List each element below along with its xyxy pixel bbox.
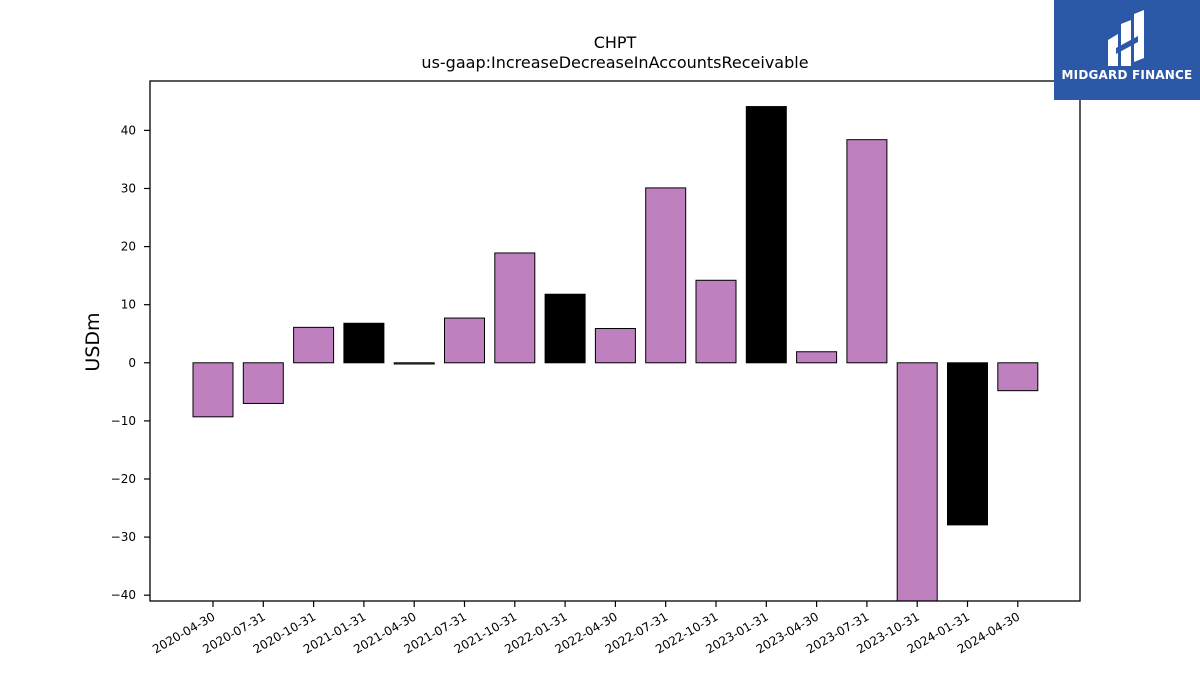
chart-subtitle: us-gaap:IncreaseDecreaseInAccountsReceiv… xyxy=(421,53,808,72)
y-axis: −40 −30 −20 −10 0 10 20 30 40 xyxy=(111,123,150,602)
plot-frame xyxy=(149,80,1081,602)
bar-2020-04-30 xyxy=(192,362,234,418)
bar-2023-07-31 xyxy=(846,139,888,364)
y-tick-label: −40 xyxy=(111,588,136,602)
bar-2023-10-31 xyxy=(896,362,938,602)
midgard-finance-logo: MIDGARD FINANCE xyxy=(1054,0,1200,100)
bar-2023-01-31 xyxy=(745,106,787,364)
y-tick-label: 40 xyxy=(121,123,136,137)
bar-2020-07-31 xyxy=(242,362,284,404)
logo-text: MIDGARD FINANCE xyxy=(1061,68,1193,82)
bars-group xyxy=(192,106,1039,602)
y-tick-label: −20 xyxy=(111,472,136,486)
bar-2021-04-30 xyxy=(393,362,435,365)
bar-2024-04-30 xyxy=(997,362,1039,392)
bar-2022-10-31 xyxy=(695,279,737,364)
y-tick-label: 0 xyxy=(128,356,136,370)
y-tick-label: 30 xyxy=(121,181,136,195)
bar-2022-04-30 xyxy=(594,328,636,364)
y-tick-label: −30 xyxy=(111,530,136,544)
y-tick-label: 20 xyxy=(121,240,136,254)
x-axis: 2020-04-302020-07-312020-10-312021-01-31… xyxy=(150,601,1022,656)
bar-2021-07-31 xyxy=(444,317,485,364)
bar-2021-01-31 xyxy=(343,322,385,364)
y-tick-label: −10 xyxy=(111,414,136,428)
bar-2023-04-30 xyxy=(796,351,838,364)
y-tick-label: 10 xyxy=(121,298,136,312)
bar-2022-01-31 xyxy=(544,293,586,364)
bar-2022-07-31 xyxy=(645,187,687,364)
chart-title: CHPT xyxy=(594,33,637,52)
y-axis-label: USDm xyxy=(82,312,104,371)
bar-2020-10-31 xyxy=(293,326,335,364)
bar-2021-10-31 xyxy=(494,252,536,364)
midgard-logo-icon xyxy=(1108,10,1144,66)
bar-2024-01-31 xyxy=(947,362,988,526)
